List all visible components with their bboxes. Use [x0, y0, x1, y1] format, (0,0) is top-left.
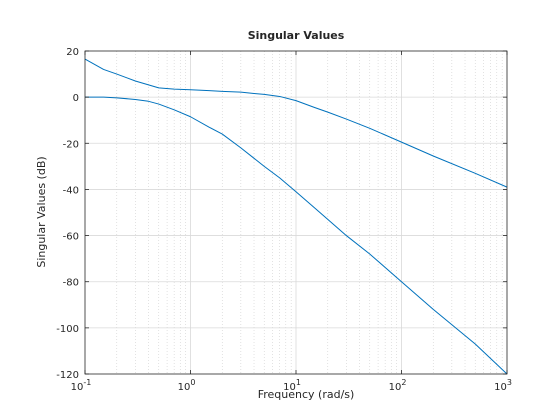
- series-line-2: [85, 96, 508, 375]
- y-tick-labels: 20 0 -20 -40 -60 -80 -100 -120: [56, 47, 79, 381]
- y-tick-label: -40: [63, 185, 79, 196]
- y-tick-label: -20: [63, 139, 79, 150]
- y-tick-label: -80: [63, 278, 79, 289]
- axis-ticks: [84, 50, 508, 375]
- chart-title: Singular Values: [248, 29, 345, 42]
- series-line-1: [84, 58, 508, 188]
- y-tick-label: 20: [66, 47, 79, 58]
- y-tick-label: -120: [56, 370, 79, 381]
- y-axis-label: Singular Values (dB): [35, 156, 48, 267]
- y-tick-label: 0: [73, 93, 79, 104]
- series-layer: [84, 58, 508, 375]
- y-tick-label: -60: [63, 232, 79, 243]
- y-tick-label: -100: [56, 324, 79, 335]
- x-axis-label: Frequency (rad/s): [258, 388, 355, 401]
- major-grid: [85, 51, 507, 374]
